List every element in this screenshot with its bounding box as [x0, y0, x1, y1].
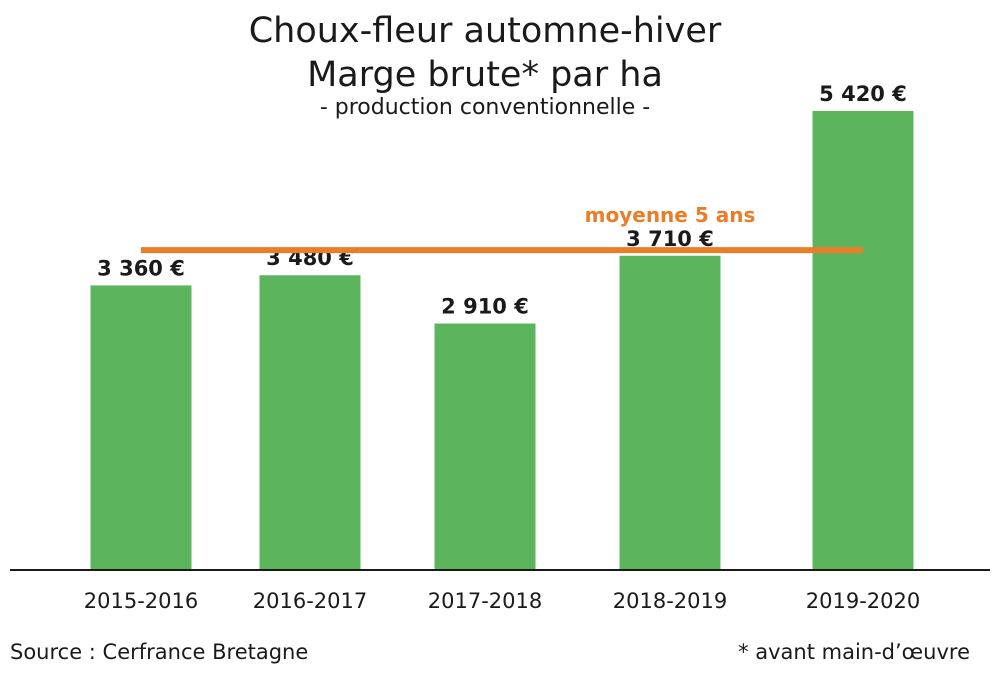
x-tick-label: 2015-2016 [84, 589, 198, 613]
bar-2016-2017 [259, 275, 361, 570]
chart-title-line2: Marge brute* par ha [307, 55, 663, 95]
chart-subtitle: - production conventionnelle - [320, 95, 650, 120]
bar-value-label: 5 420 € [819, 82, 907, 106]
x-tick-label: 2018-2019 [613, 589, 727, 613]
bar-2019-2020 [812, 110, 914, 571]
x-tick-label: 2017-2018 [428, 589, 542, 613]
x-tick-label: 2019-2020 [806, 589, 920, 613]
bar-2018-2019 [619, 255, 721, 570]
bar-2017-2018 [434, 323, 536, 570]
bar-value-label: 3 710 € [626, 227, 714, 251]
average-label: moyenne 5 ans [585, 203, 756, 227]
source-note: Source : Cerfrance Bretagne [10, 640, 309, 664]
x-tick-label: 2016-2017 [253, 589, 367, 613]
footnote: * avant main-d’œuvre [738, 640, 970, 664]
bar-value-label: 2 910 € [441, 295, 529, 319]
chart-title-line1: Choux-fleur automne-hiver [249, 11, 722, 51]
bar-2015-2016 [90, 285, 192, 570]
average-group: moyenne 5 ans [141, 203, 863, 254]
bar-value-label: 3 360 € [97, 256, 185, 280]
